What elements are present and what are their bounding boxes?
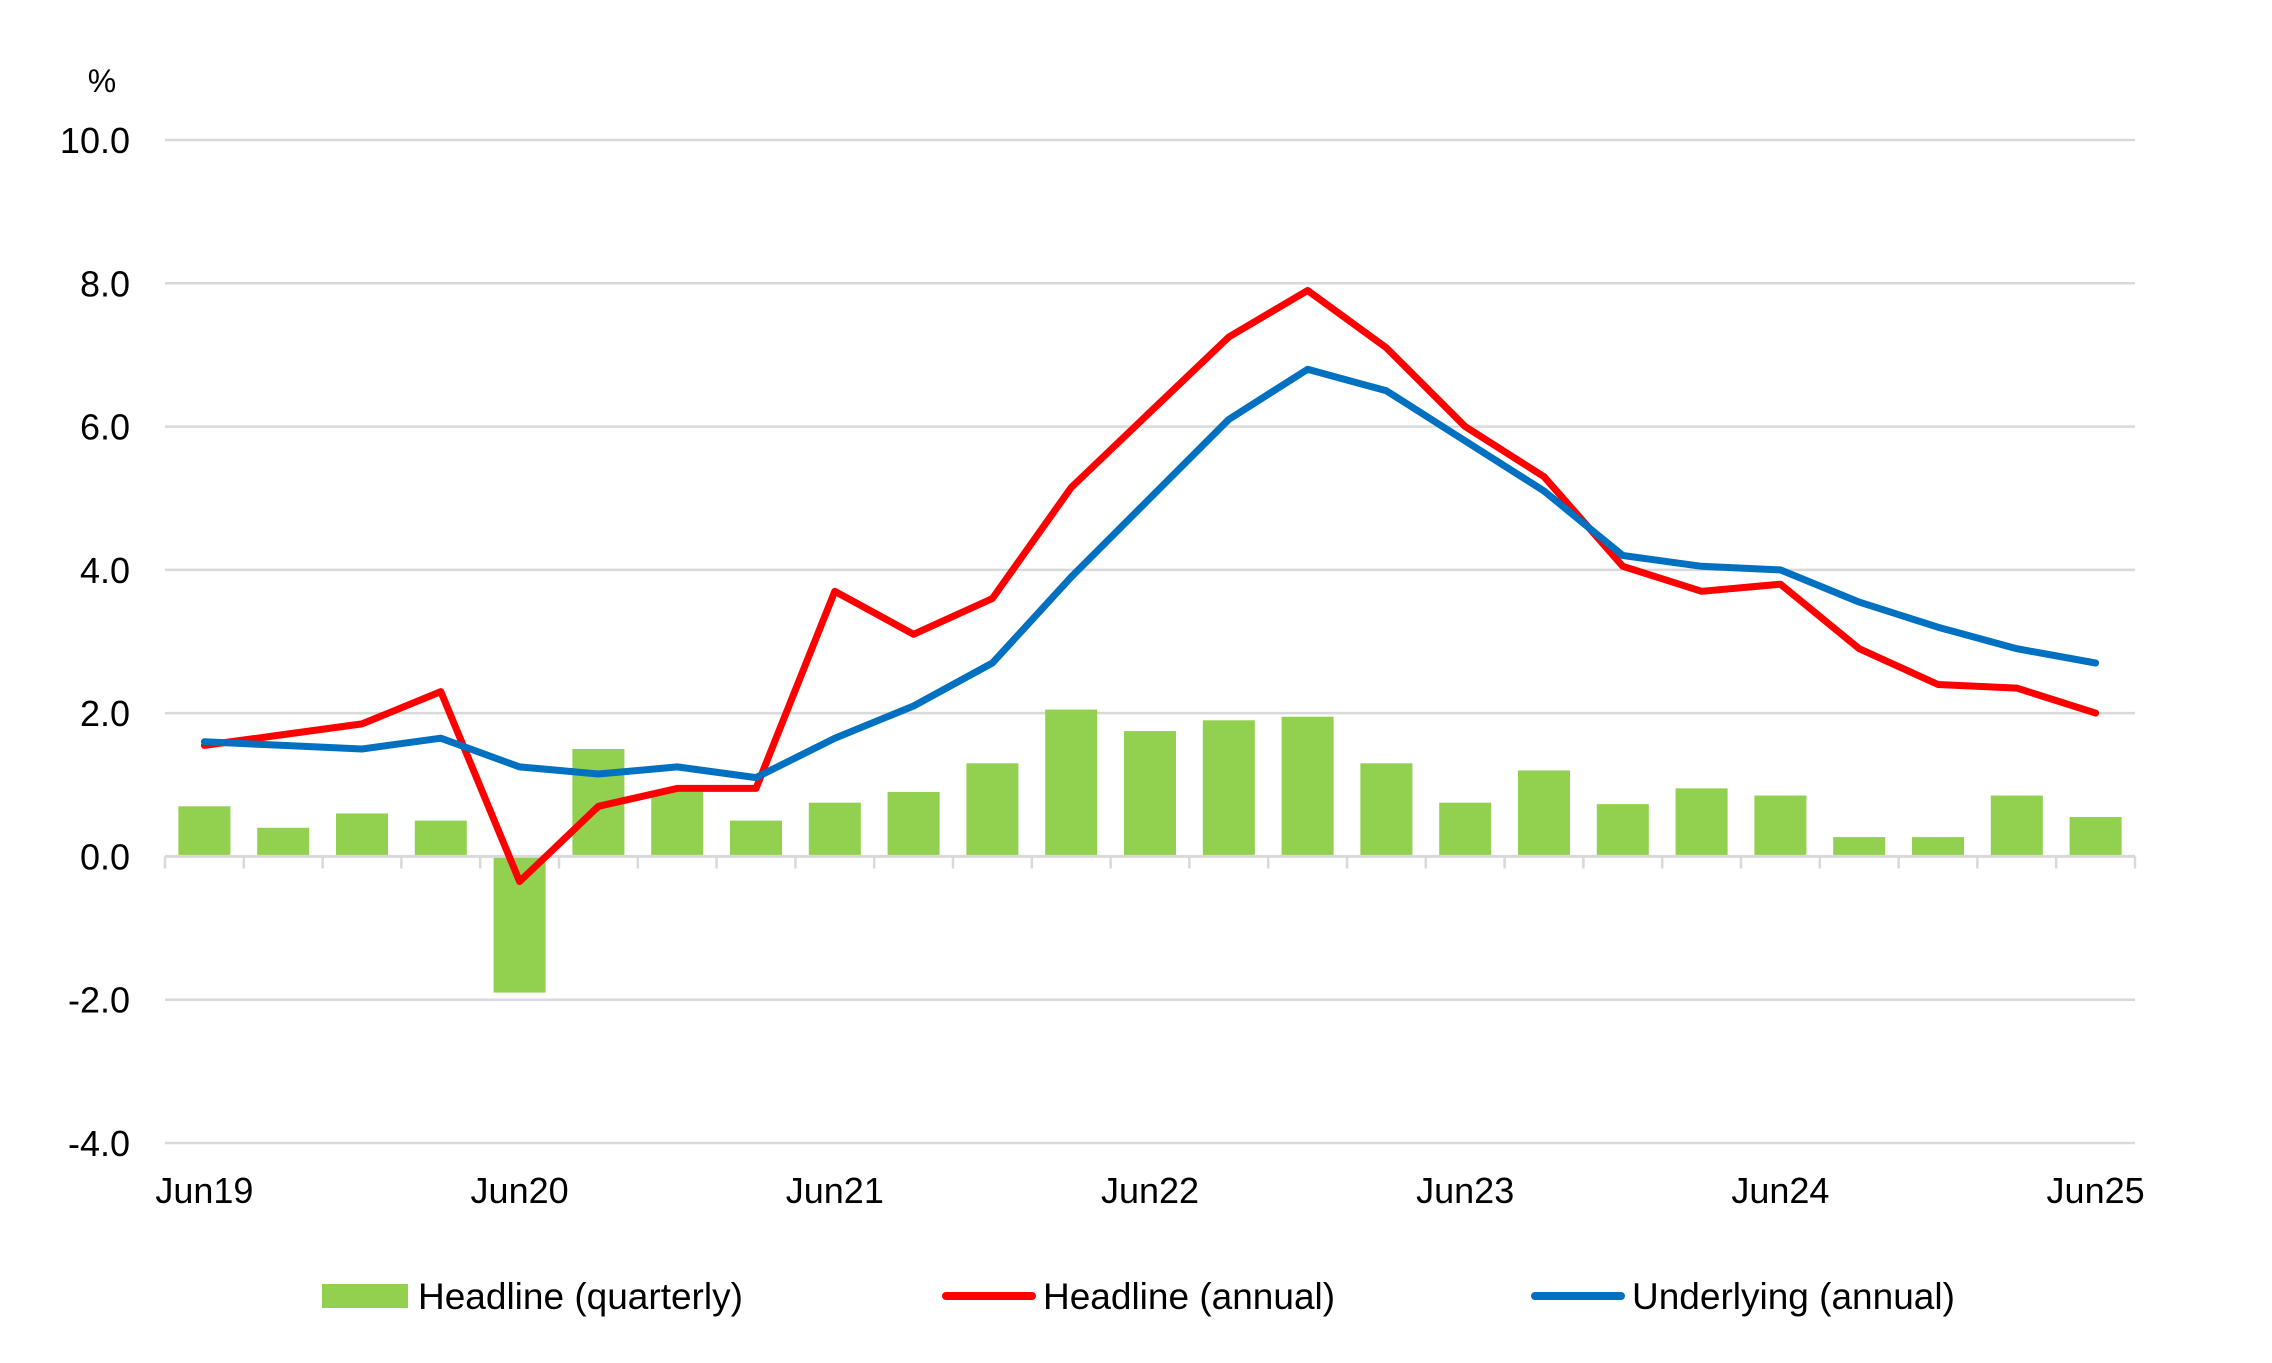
y-axis-unit-label: % — [88, 63, 116, 99]
x-tick-label: Jun21 — [786, 1170, 884, 1211]
y-tick-label: 8.0 — [80, 263, 130, 304]
legend: Headline (quarterly) Headline (annual) Und… — [322, 1276, 1955, 1317]
y-tick-label: 0.0 — [80, 836, 130, 877]
x-axis — [163, 854, 2137, 869]
bar — [335, 813, 389, 857]
bar — [1517, 770, 1571, 857]
y-tick-label: -4.0 — [68, 1123, 130, 1164]
bar — [1281, 716, 1334, 857]
x-tick-label: Jun19 — [155, 1170, 253, 1211]
bar — [808, 802, 861, 857]
bar — [1754, 795, 1807, 857]
bar — [414, 820, 467, 857]
bar — [651, 791, 704, 857]
bar — [1202, 720, 1255, 857]
legend-label: Underlying (annual) — [1632, 1276, 1955, 1317]
legend-label: Headline (annual) — [1043, 1276, 1335, 1317]
gridlines — [165, 138, 2135, 1145]
bar — [1911, 837, 1965, 857]
bar — [887, 791, 940, 857]
y-tick-label: -2.0 — [68, 980, 130, 1021]
line-series-layer — [200, 287, 2100, 885]
series-line — [200, 287, 2100, 885]
bar — [1596, 804, 1649, 857]
x-axis-tick-labels: Jun19 Jun20 Jun21 Jun22 Jun23 Jun24 Jun25 — [155, 1170, 2144, 1211]
bar — [966, 763, 1019, 857]
bar — [1990, 795, 2043, 857]
y-tick-label: 4.0 — [80, 550, 130, 591]
y-tick-label: 6.0 — [80, 407, 130, 448]
y-tick-label: 10.0 — [60, 120, 130, 161]
bar — [178, 806, 231, 857]
legend-swatch — [322, 1284, 408, 1308]
bar — [729, 820, 783, 857]
bar — [1439, 802, 1492, 857]
legend-label: Headline (quarterly) — [418, 1276, 743, 1317]
bar — [257, 827, 310, 857]
x-tick-label: Jun23 — [1416, 1170, 1514, 1211]
bar — [1833, 837, 1886, 857]
y-tick-label: 2.0 — [80, 693, 130, 734]
y-axis-tick-labels: 10.0 8.0 6.0 4.0 2.0 0.0 -2.0 -4.0 — [60, 120, 130, 1164]
x-tick-label: Jun22 — [1101, 1170, 1199, 1211]
bar — [1123, 731, 1177, 857]
bar — [1045, 709, 1098, 857]
bar — [1360, 763, 1413, 857]
x-tick-label: Jun20 — [471, 1170, 569, 1211]
bar — [1675, 788, 1728, 857]
bar — [2069, 817, 2122, 857]
x-tick-label: Jun25 — [2047, 1170, 2145, 1211]
x-tick-label: Jun24 — [1731, 1170, 1829, 1211]
series-line — [200, 365, 2100, 782]
